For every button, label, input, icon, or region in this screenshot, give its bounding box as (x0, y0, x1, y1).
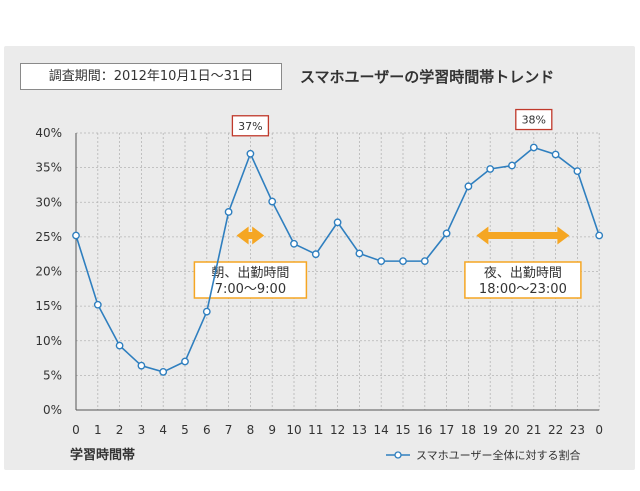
y-tick-label: 40% (35, 126, 62, 140)
annotation-box (464, 261, 582, 299)
data-point (573, 167, 582, 175)
data-point (399, 257, 407, 266)
data-point (442, 229, 451, 238)
double-arrow (476, 226, 570, 245)
data-point (290, 239, 298, 248)
data-point (246, 149, 255, 158)
x-tick-label: 19 (483, 423, 498, 437)
x-tick-label: 13 (352, 423, 367, 437)
data-point (224, 208, 233, 216)
x-tick-label: 22 (548, 423, 563, 437)
arrow-head-left (476, 226, 489, 245)
y-tick-label: 5% (43, 368, 62, 382)
x-tick-label: 14 (374, 423, 389, 437)
data-point (181, 357, 189, 366)
annotation-title: 朝、出勤時間 (211, 266, 289, 281)
annotation-time-range: 7:00〜9:00 (215, 282, 286, 297)
y-tick-label: 0% (43, 403, 62, 417)
annotation-title: 夜、出勤時間 (484, 266, 562, 281)
data-point (159, 368, 168, 376)
x-tick-label: 2 (116, 423, 124, 437)
x-tick-label: 6 (203, 423, 211, 437)
x-tick-label: 16 (417, 423, 432, 437)
data-point (486, 165, 495, 173)
peak-labels: 37% 38% (231, 108, 553, 137)
x-tick-label: 0 (72, 423, 80, 437)
x-tick-label: 4 (159, 423, 167, 437)
x-tick-label: 0 (595, 423, 603, 437)
x-tick-label: 18 (461, 423, 476, 437)
data-point (529, 143, 538, 152)
data-point (377, 257, 386, 266)
chart-title: スマホユーザーの学習時間帯トレンド (300, 68, 555, 86)
peak-label-text: 37% (238, 120, 262, 133)
arrow-head-left (236, 226, 249, 245)
data-point (333, 218, 342, 227)
x-tick-label: 17 (439, 423, 454, 437)
data-points (72, 143, 604, 376)
data-point (72, 231, 80, 240)
y-tick-label: 20% (35, 265, 62, 279)
x-tick-label: 10 (286, 423, 301, 437)
axes (75, 133, 600, 411)
x-tick-labels: 0 1 2 3 4 5 6 7 8 9 10 11 12 13 14 15 16 17 18 19 20 21 22 23 0 (72, 423, 603, 437)
data-point (464, 182, 473, 191)
peak-label-box (231, 115, 270, 137)
peak-label-box (515, 108, 553, 131)
data-point (202, 307, 211, 316)
y-tick-labels: 0% 5% 10% 15% 20% 25% 30% 35% 40% (35, 126, 62, 417)
data-point (508, 161, 516, 170)
x-tick-label: 7 (225, 423, 233, 437)
y-tick-label: 10% (35, 334, 62, 348)
double-arrow (236, 226, 265, 245)
x-tick-label: 9 (268, 423, 276, 437)
data-point (93, 300, 102, 309)
data-point (420, 257, 429, 266)
x-tick-label: 20 (504, 423, 519, 437)
data-point (355, 249, 364, 258)
data-point (137, 361, 146, 370)
peak-label-text: 38% (522, 114, 546, 127)
arrow-head-right (252, 226, 265, 245)
survey-period-label: 調査期間：2012年10月1日〜31日 (20, 63, 282, 90)
legend: スマホユーザー全体に対する割合 (386, 447, 580, 463)
data-point (551, 150, 560, 159)
data-point (595, 231, 604, 240)
annotation-time-range: 18:00〜23:00 (479, 282, 567, 297)
y-tick-label: 25% (35, 230, 62, 244)
x-tick-label: 23 (570, 423, 585, 437)
x-axis-label: 学習時間帯 (70, 448, 136, 463)
x-tick-label: 1 (94, 423, 102, 437)
x-tick-label: 21 (526, 423, 541, 437)
x-tick-label: 8 (247, 423, 255, 437)
data-point (268, 197, 277, 206)
annotation-arrows (236, 226, 570, 245)
data-point (115, 341, 124, 350)
legend-marker-icon (386, 451, 410, 459)
arrow-head-right (557, 226, 570, 245)
x-tick-label: 15 (395, 423, 410, 437)
legend-series-label: スマホユーザー全体に対する割合 (416, 449, 581, 462)
x-tick-label: 11 (308, 423, 323, 437)
x-tick-label: 5 (181, 423, 189, 437)
x-tick-label: 12 (330, 423, 345, 437)
y-tick-label: 35% (35, 161, 62, 175)
x-tick-label: 3 (138, 423, 146, 437)
y-tick-label: 15% (35, 299, 62, 313)
data-point (311, 250, 320, 259)
y-tick-label: 30% (35, 195, 62, 209)
